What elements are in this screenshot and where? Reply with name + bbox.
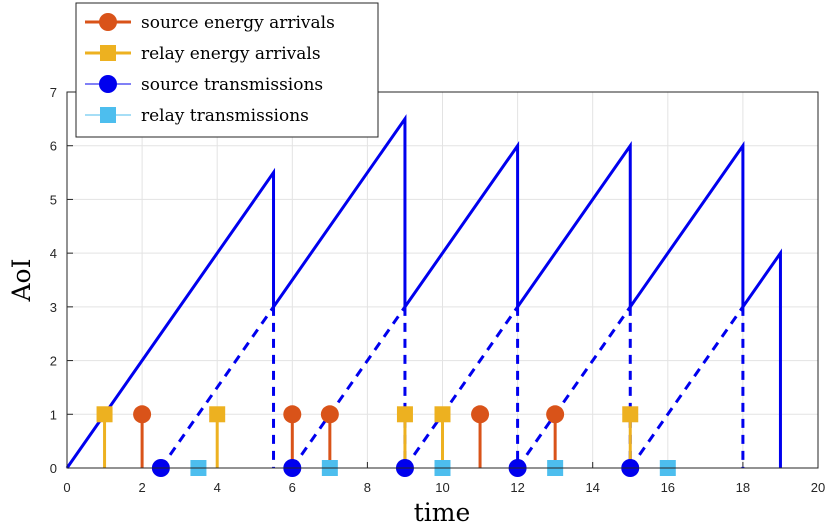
legend-label: relay transmissions — [141, 106, 309, 126]
legend-marker — [99, 75, 117, 93]
x-tick-label: 10 — [435, 480, 449, 495]
x-tick-label: 4 — [214, 480, 221, 495]
x-tick-label: 16 — [661, 480, 675, 495]
y-tick-label: 7 — [50, 85, 57, 100]
dashed-segment — [291, 305, 407, 469]
aoi-curve-group — [65, 114, 782, 469]
legend-marker — [100, 107, 116, 123]
y-tick-label: 1 — [50, 407, 57, 422]
series-1-marker — [209, 406, 226, 423]
dashed-segment — [629, 305, 745, 469]
series-0-marker — [283, 405, 302, 424]
legend-marker — [99, 13, 117, 31]
dashed-segment — [403, 305, 519, 469]
y-axis-label: AoI — [7, 259, 36, 303]
aoi-curve — [65, 114, 782, 469]
x-tick-label: 14 — [585, 480, 599, 495]
legend-label: relay energy arrivals — [141, 44, 321, 64]
legend-label: source transmissions — [141, 75, 323, 95]
y-tick-label: 3 — [50, 300, 57, 315]
legend: source energy arrivals relay energy arriv… — [75, 2, 379, 138]
x-tick-label: 6 — [289, 480, 296, 495]
series-1-marker — [96, 406, 113, 423]
legend-marker — [100, 45, 116, 61]
y-tick-label: 6 — [50, 139, 57, 154]
y-tick-label: 0 — [50, 461, 57, 476]
y-tick-label: 5 — [50, 192, 57, 207]
series-0-marker — [133, 405, 152, 424]
series-1-marker — [622, 406, 639, 423]
series-1-marker — [434, 406, 451, 423]
x-axis-label: time — [414, 498, 471, 527]
x-tick-label: 20 — [811, 480, 825, 495]
series-0-marker — [471, 405, 490, 424]
x-tick-label: 12 — [510, 480, 524, 495]
x-tick-label: 2 — [138, 480, 145, 495]
plot-frame — [66, 91, 819, 469]
x-tick-label: 0 — [63, 480, 70, 495]
series-0-marker — [320, 405, 339, 424]
dashed-segment — [516, 305, 632, 469]
stem-markers — [96, 405, 676, 477]
dashed-segments — [159, 305, 745, 469]
series-1-marker — [396, 406, 413, 423]
y-tick-label: 2 — [50, 354, 57, 369]
legend-label: source energy arrivals — [141, 13, 335, 33]
series-0-marker — [546, 405, 565, 424]
x-tick-label: 8 — [364, 480, 371, 495]
dashed-segment — [159, 305, 275, 469]
y-tick-label: 4 — [50, 246, 57, 261]
x-tick-label: 18 — [736, 480, 750, 495]
